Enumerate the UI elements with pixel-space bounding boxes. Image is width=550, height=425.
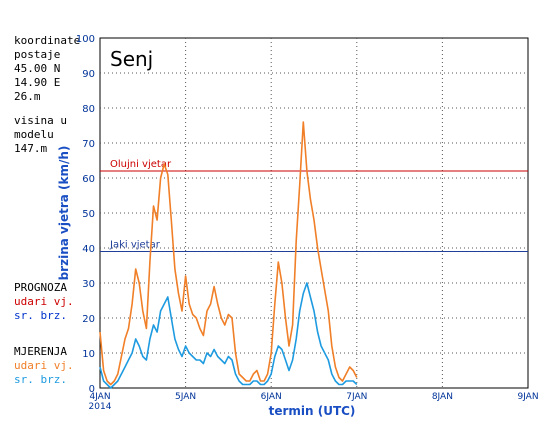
series-line [99, 121, 358, 386]
y-tick-label: 90 [82, 69, 95, 80]
legend-measured-title: MJERENJA [14, 345, 67, 358]
legend-measured-gust: udari vj. [14, 359, 74, 372]
legend-measured-mean: sr. brz. [14, 373, 67, 386]
station-height: 26.m [14, 90, 41, 103]
y-tick-label: 80 [82, 104, 95, 115]
y-tick-label: 30 [82, 279, 95, 290]
model-info: visina u modelu 147.m [14, 114, 67, 156]
legend-measured: MJERENJA udari vj. sr. brz. [14, 345, 74, 387]
x-tick-label: 6JAN [261, 392, 282, 402]
y-axis-label: brzina vjetra (km/h) [57, 146, 71, 281]
x-tick-sublabel: 2014 [89, 402, 112, 412]
coord-label: koordinate [14, 34, 81, 47]
y-tick-labels: 0 10 20 30 40 50 60 70 80 90 100 [76, 34, 95, 395]
y-tick-label: 100 [76, 34, 95, 45]
y-tick-label: 20 [82, 314, 95, 325]
threshold-label: Jaki vjetar [109, 240, 161, 251]
legend-forecast: PROGNOZA udari vj. sr. brz. [14, 281, 74, 323]
station-info: koordinate postaje 45.00 N 14.90 E 26.m [14, 34, 80, 104]
latitude: 45.00 N [14, 62, 61, 75]
model-label-2: modelu [14, 128, 54, 141]
y-tick-label: 60 [82, 174, 95, 185]
station-label: postaje [14, 48, 61, 61]
x-axis-label: termin (UTC) [269, 404, 356, 418]
grid [100, 38, 528, 388]
model-label-1: visina u [14, 114, 67, 127]
x-tick-label: 4JAN [89, 392, 110, 402]
y-tick-label: 40 [82, 244, 95, 255]
y-tick-label: 50 [82, 209, 95, 220]
x-tick-label: 7JAN [346, 392, 367, 402]
x-tick-label: 5JAN [175, 392, 196, 402]
x-tick-label: 8JAN [432, 392, 453, 402]
threshold-label: Olujni vjetar [110, 159, 172, 170]
series-line [99, 282, 358, 389]
legend-forecast-mean: sr. brz. [14, 309, 67, 322]
y-tick-label: 0 [89, 384, 95, 395]
model-height: 147.m [14, 142, 48, 155]
series-lines [99, 121, 358, 389]
longitude: 14.90 E [14, 76, 61, 89]
x-tick-label: 9JAN [517, 392, 538, 402]
chart-title: Senj [110, 47, 153, 71]
y-tick-label: 70 [82, 139, 95, 150]
legend-forecast-gust: udari vj. [14, 295, 74, 308]
y-tick-label: 10 [82, 349, 95, 360]
legend-forecast-title: PROGNOZA [14, 281, 67, 294]
threshold-lines: Olujni vjetar Jaki vjetar [100, 159, 528, 252]
